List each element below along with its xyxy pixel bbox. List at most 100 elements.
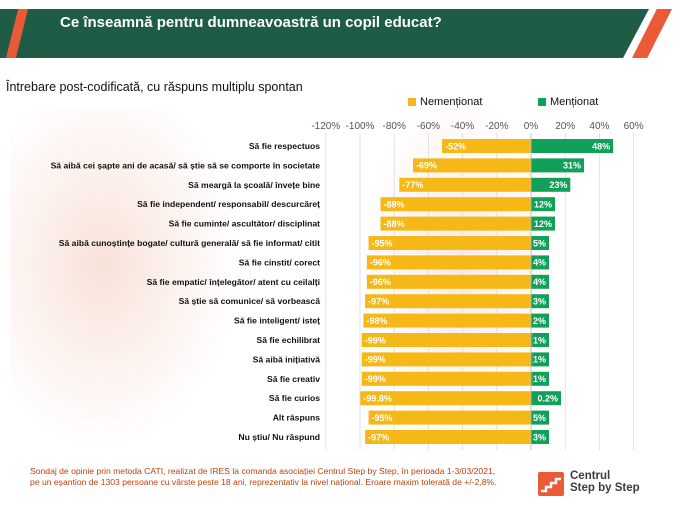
data-label-box-mentionat <box>531 391 561 406</box>
data-label-box-mentionat <box>534 313 549 328</box>
bar-mentionat <box>531 216 552 231</box>
data-label-nementionat: -95% <box>372 238 393 248</box>
bar-mentionat <box>531 430 537 444</box>
data-label-box-mentionat <box>537 274 549 289</box>
data-label-box-mentionat <box>551 197 555 212</box>
data-label-mentionat: 0.2% <box>537 394 558 404</box>
data-label-box-mentionat <box>536 430 549 444</box>
bar-nementionat <box>368 410 531 425</box>
category-label: Să fie cuminte/ ascultător/ disciplinat <box>169 219 321 229</box>
x-tick-label: 40% <box>589 121 609 132</box>
bar-nementionat <box>361 352 531 367</box>
data-label-nementionat: -99% <box>365 335 386 345</box>
chart-title: Întrebare post-codificată, cu răspuns mu… <box>6 80 303 94</box>
x-tick-label: 60% <box>624 121 644 132</box>
category-label: Să fie cinstit/ corect <box>239 257 320 267</box>
category-label: Să meargă la școală/ învețe bine <box>188 180 320 190</box>
bar-mentionat <box>531 255 538 270</box>
bar-mentionat <box>531 294 537 309</box>
bar-nementionat <box>366 274 531 289</box>
data-label-nementionat: -69% <box>416 161 437 171</box>
bar-nementionat <box>413 158 531 173</box>
bar-nementionat <box>399 177 531 192</box>
bar-mentionat <box>531 313 535 328</box>
data-label-nementionat: -97% <box>368 432 389 442</box>
background-hand-image <box>10 110 240 450</box>
data-label-mentionat: 2% <box>533 316 546 326</box>
data-label-mentionat: 12% <box>534 219 552 229</box>
data-label-nementionat: -88% <box>384 219 405 229</box>
bar-mentionat <box>531 236 540 250</box>
methodology-note-line1: Sondaj de opinie prin metoda CATI, reali… <box>30 466 496 476</box>
bar-nementionat <box>365 430 531 444</box>
data-label-mentionat: 5% <box>533 238 546 248</box>
category-label: Nu știu/ Nu răspund <box>238 432 320 442</box>
category-label: Să fie respectuos <box>249 141 320 151</box>
category-label: Să fie echilibrat <box>256 335 320 345</box>
data-label-mentionat: 3% <box>533 432 546 442</box>
bar-nementionat <box>442 139 531 153</box>
bar-nementionat <box>361 333 531 347</box>
header-bar <box>0 9 649 58</box>
category-label: Să fie empatic/ înțelegător/ atent cu ce… <box>147 277 320 287</box>
bar-nementionat <box>361 371 531 386</box>
category-label: Să aibă cunoștințe bogate/ cultură gener… <box>59 238 320 248</box>
logo-line1: Centrul <box>570 470 611 482</box>
bar-mentionat <box>531 352 533 367</box>
category-label: Să știe să comunice/ să vorbească <box>179 296 321 306</box>
logo-icon <box>538 472 564 496</box>
x-tick-label: -40% <box>451 121 474 132</box>
bar-mentionat <box>531 410 540 425</box>
data-label-nementionat: -88% <box>384 200 405 210</box>
data-label-mentionat: 4% <box>533 277 546 287</box>
data-label-nementionat: -99% <box>365 374 386 384</box>
category-label: Alt răspuns <box>273 413 320 423</box>
category-label: Să fie curios <box>269 393 320 403</box>
bar-nementionat <box>363 313 531 328</box>
bar-nementionat <box>365 294 531 309</box>
page-title: Ce înseamnă pentru dumneavoastră un copi… <box>60 14 442 31</box>
data-label-nementionat: -99% <box>365 355 386 365</box>
data-label-nementionat: -98% <box>366 316 387 326</box>
category-label: Să fie inteligent/ isteț <box>234 316 320 326</box>
bar-mentionat <box>531 177 571 192</box>
category-label: Să aibă cei șapte ani de acasă/ să știe … <box>51 160 321 170</box>
data-label-nementionat: -52% <box>445 141 466 151</box>
data-label-mentionat: 23% <box>549 180 567 190</box>
legend-label-mentionat: Menționat <box>550 96 599 108</box>
data-label-mentionat: 1% <box>533 374 546 384</box>
data-label-box-mentionat <box>551 216 555 231</box>
data-label-nementionat: -99.8% <box>363 394 392 404</box>
bar-mentionat <box>531 197 552 212</box>
data-label-nementionat: -96% <box>370 258 391 268</box>
data-label-nementionat: -95% <box>372 413 393 423</box>
legend-label-nementionat: Nemenționat <box>420 96 483 108</box>
category-label: Să fie creativ <box>267 374 320 384</box>
data-label-box-mentionat <box>539 410 549 425</box>
data-label-box-mentionat <box>537 255 549 270</box>
data-label-box-mentionat <box>532 352 549 367</box>
bar-mentionat <box>531 333 533 347</box>
data-label-mentionat: 31% <box>563 161 581 171</box>
data-label-mentionat: 5% <box>533 413 546 423</box>
bar-nementionat <box>366 255 531 270</box>
bar-mentionat <box>531 139 614 153</box>
x-tick-label: -20% <box>485 121 508 132</box>
data-label-mentionat: 4% <box>533 258 546 268</box>
logo-line2: Step by Step <box>570 482 640 494</box>
data-label-mentionat: 1% <box>533 335 546 345</box>
x-tick-label: -100% <box>346 121 375 132</box>
data-label-mentionat: 12% <box>534 200 552 210</box>
data-label-mentionat: 48% <box>592 141 610 151</box>
data-label-nementionat: -77% <box>402 180 423 190</box>
x-tick-label: -60% <box>417 121 440 132</box>
bar-mentionat <box>531 158 585 173</box>
x-tick-label: 0% <box>524 121 539 132</box>
bar-nementionat <box>360 391 531 406</box>
x-tick-label: 20% <box>555 121 575 132</box>
legend-item-mentionat: Menționat <box>538 96 598 108</box>
data-label-box-mentionat <box>539 236 549 250</box>
data-label-mentionat: 1% <box>533 355 546 365</box>
legend-swatch-mentionat <box>538 98 546 106</box>
